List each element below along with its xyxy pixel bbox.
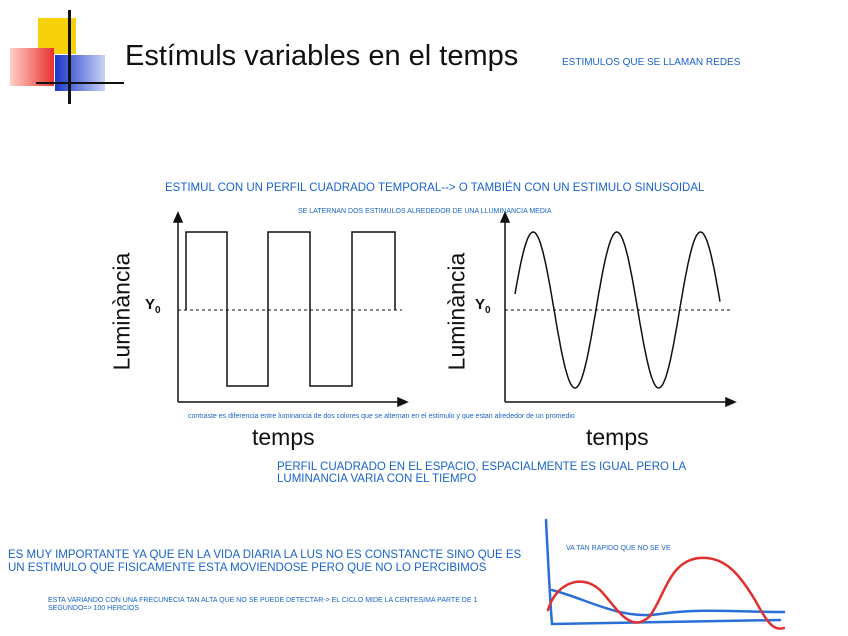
deco-red-square: [10, 48, 54, 86]
importance-note: ES MUY IMPORTANTE YA QUE EN LA VIDA DIAR…: [8, 549, 522, 574]
sketch-blue-curve: [550, 588, 786, 617]
contrast-note: contraste es diferencia entre luminancia…: [188, 413, 575, 420]
sine-y-arrow: [499, 211, 511, 223]
subtitle-note: ESTIMUL CON UN PERFIL CUADRADO TEMPORAL-…: [165, 182, 705, 194]
mean-note: SE LATERNAN DOS ESTIMULOS ALREDEDOR DE U…: [298, 208, 552, 215]
square-y-arrow: [172, 211, 184, 223]
sine-xlabel: temps: [586, 424, 649, 450]
sine-mean-label: Y0: [475, 296, 491, 316]
square-x-arrow: [397, 396, 409, 408]
sine-wave-line: [514, 231, 721, 389]
header-note: ESTIMULOS QUE SE LLAMAN REDES: [562, 57, 741, 68]
sine-x-arrow: [725, 396, 737, 408]
sketch-note: VA TAN RAPIDO QUE NO SE VE: [566, 545, 671, 552]
slide-title: Estímuls variables en el temps: [125, 40, 519, 72]
sketch-red-curve: [546, 556, 786, 630]
profile-note: PERFIL CUADRADO EN EL ESPACIO, ESPACIALM…: [277, 461, 686, 485]
deco-horizontal-line: [36, 82, 124, 84]
deco-vertical-line: [68, 10, 71, 104]
square-xlabel: temps: [252, 424, 315, 450]
sketch-axes: [544, 518, 782, 626]
deco-blue-square: [55, 55, 105, 91]
frequency-note: ESTA VARIANDO CON UNA FRECUNECIA TAN ALT…: [48, 597, 478, 612]
square-mean-label: Y0: [145, 296, 161, 316]
square-wave-line: [185, 231, 396, 387]
